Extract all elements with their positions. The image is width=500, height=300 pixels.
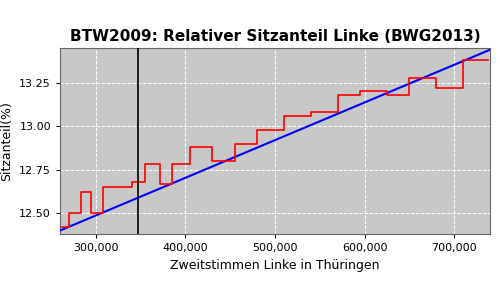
Y-axis label: Sitzanteil(%): Sitzanteil(%) [0,101,14,181]
X-axis label: Zweitstimmen Linke in Thüringen: Zweitstimmen Linke in Thüringen [170,259,380,272]
Title: BTW2009: Relativer Sitzanteil Linke (BWG2013): BTW2009: Relativer Sitzanteil Linke (BWG… [70,29,480,44]
